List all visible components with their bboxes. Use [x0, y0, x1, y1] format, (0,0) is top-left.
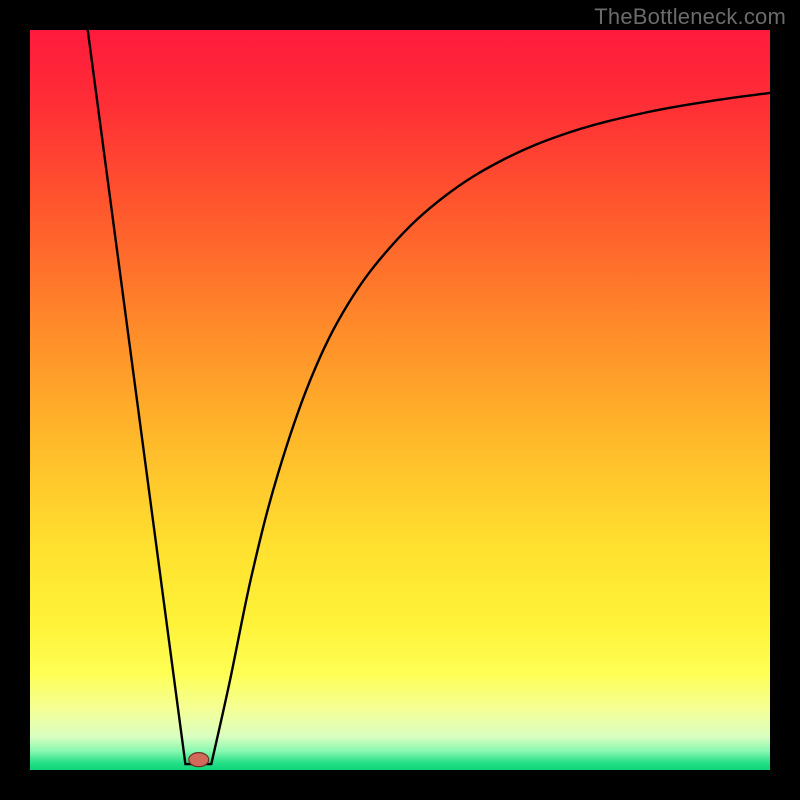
- chart-container: TheBottleneck.com: [0, 0, 800, 800]
- curve-layer: [30, 30, 770, 770]
- bottleneck-curve: [88, 30, 770, 764]
- plot-area: [30, 30, 770, 770]
- attribution-text: TheBottleneck.com: [594, 4, 786, 30]
- optimum-marker: [189, 753, 209, 767]
